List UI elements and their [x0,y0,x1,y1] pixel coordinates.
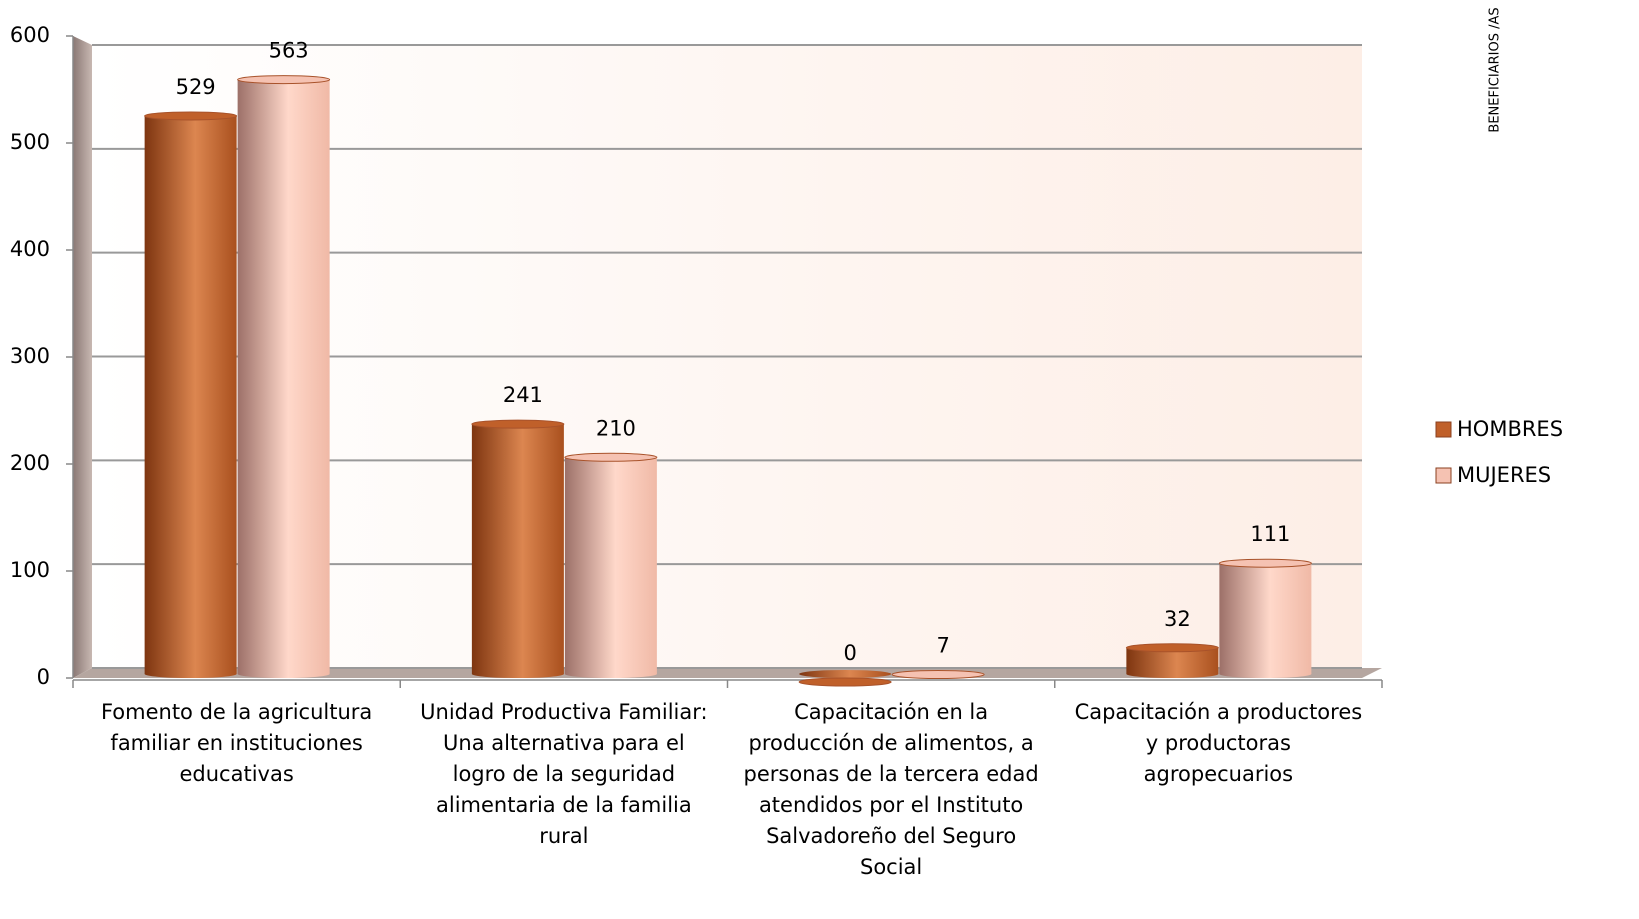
bar [237,79,330,675]
legend-label: HOMBRES [1457,417,1563,441]
side-wall [73,36,92,678]
bar-base [471,670,564,678]
bar-top [798,677,892,687]
bar-top [237,75,331,85]
bar-base [1219,670,1312,678]
x-tick-label: Fomento de la agricultura familiar en in… [100,700,373,786]
bar-base [564,670,657,678]
x-tick-label: Capacitación a productores y productoras… [1074,700,1363,786]
bar-top [471,419,565,429]
bar-top [1218,558,1312,568]
bar-top [564,452,658,462]
y-tick-label: 600 [10,23,50,47]
data-label: 529 [176,75,216,99]
bar-base [237,670,330,678]
bar-top [1125,643,1219,653]
bar-base [144,670,237,678]
bar [144,115,237,675]
data-label: 7 [936,634,949,658]
y-tick-label: 0 [37,665,50,689]
data-label: 111 [1250,522,1290,546]
bar-base [1126,670,1219,678]
bar-top [144,111,238,121]
bar-top [891,670,985,680]
floor [73,668,1382,678]
y-axis-annotation: BENEFICIARIOS /AS [1488,7,1503,132]
legend-swatch [1435,421,1452,438]
bar [564,457,657,674]
legend-label: MUJERES [1457,463,1551,487]
y-tick-label: 200 [10,451,50,475]
y-tick-label: 500 [10,130,50,154]
x-tick-label: Unidad Productiva Familiar: Una alternat… [420,700,708,848]
data-label: 0 [843,641,856,665]
y-tick-label: 300 [10,344,50,368]
y-tick-label: 100 [10,558,50,582]
bar [471,424,564,674]
data-label: 32 [1164,607,1191,631]
data-label: 210 [596,416,636,440]
bar-base [799,670,892,678]
bar [1219,563,1312,674]
data-label: 563 [269,39,309,63]
x-tick-label: Capacitación en la producción de aliment… [743,700,1039,879]
data-label: 241 [503,383,543,407]
y-tick-label: 400 [10,237,50,261]
legend-swatch [1435,467,1452,484]
